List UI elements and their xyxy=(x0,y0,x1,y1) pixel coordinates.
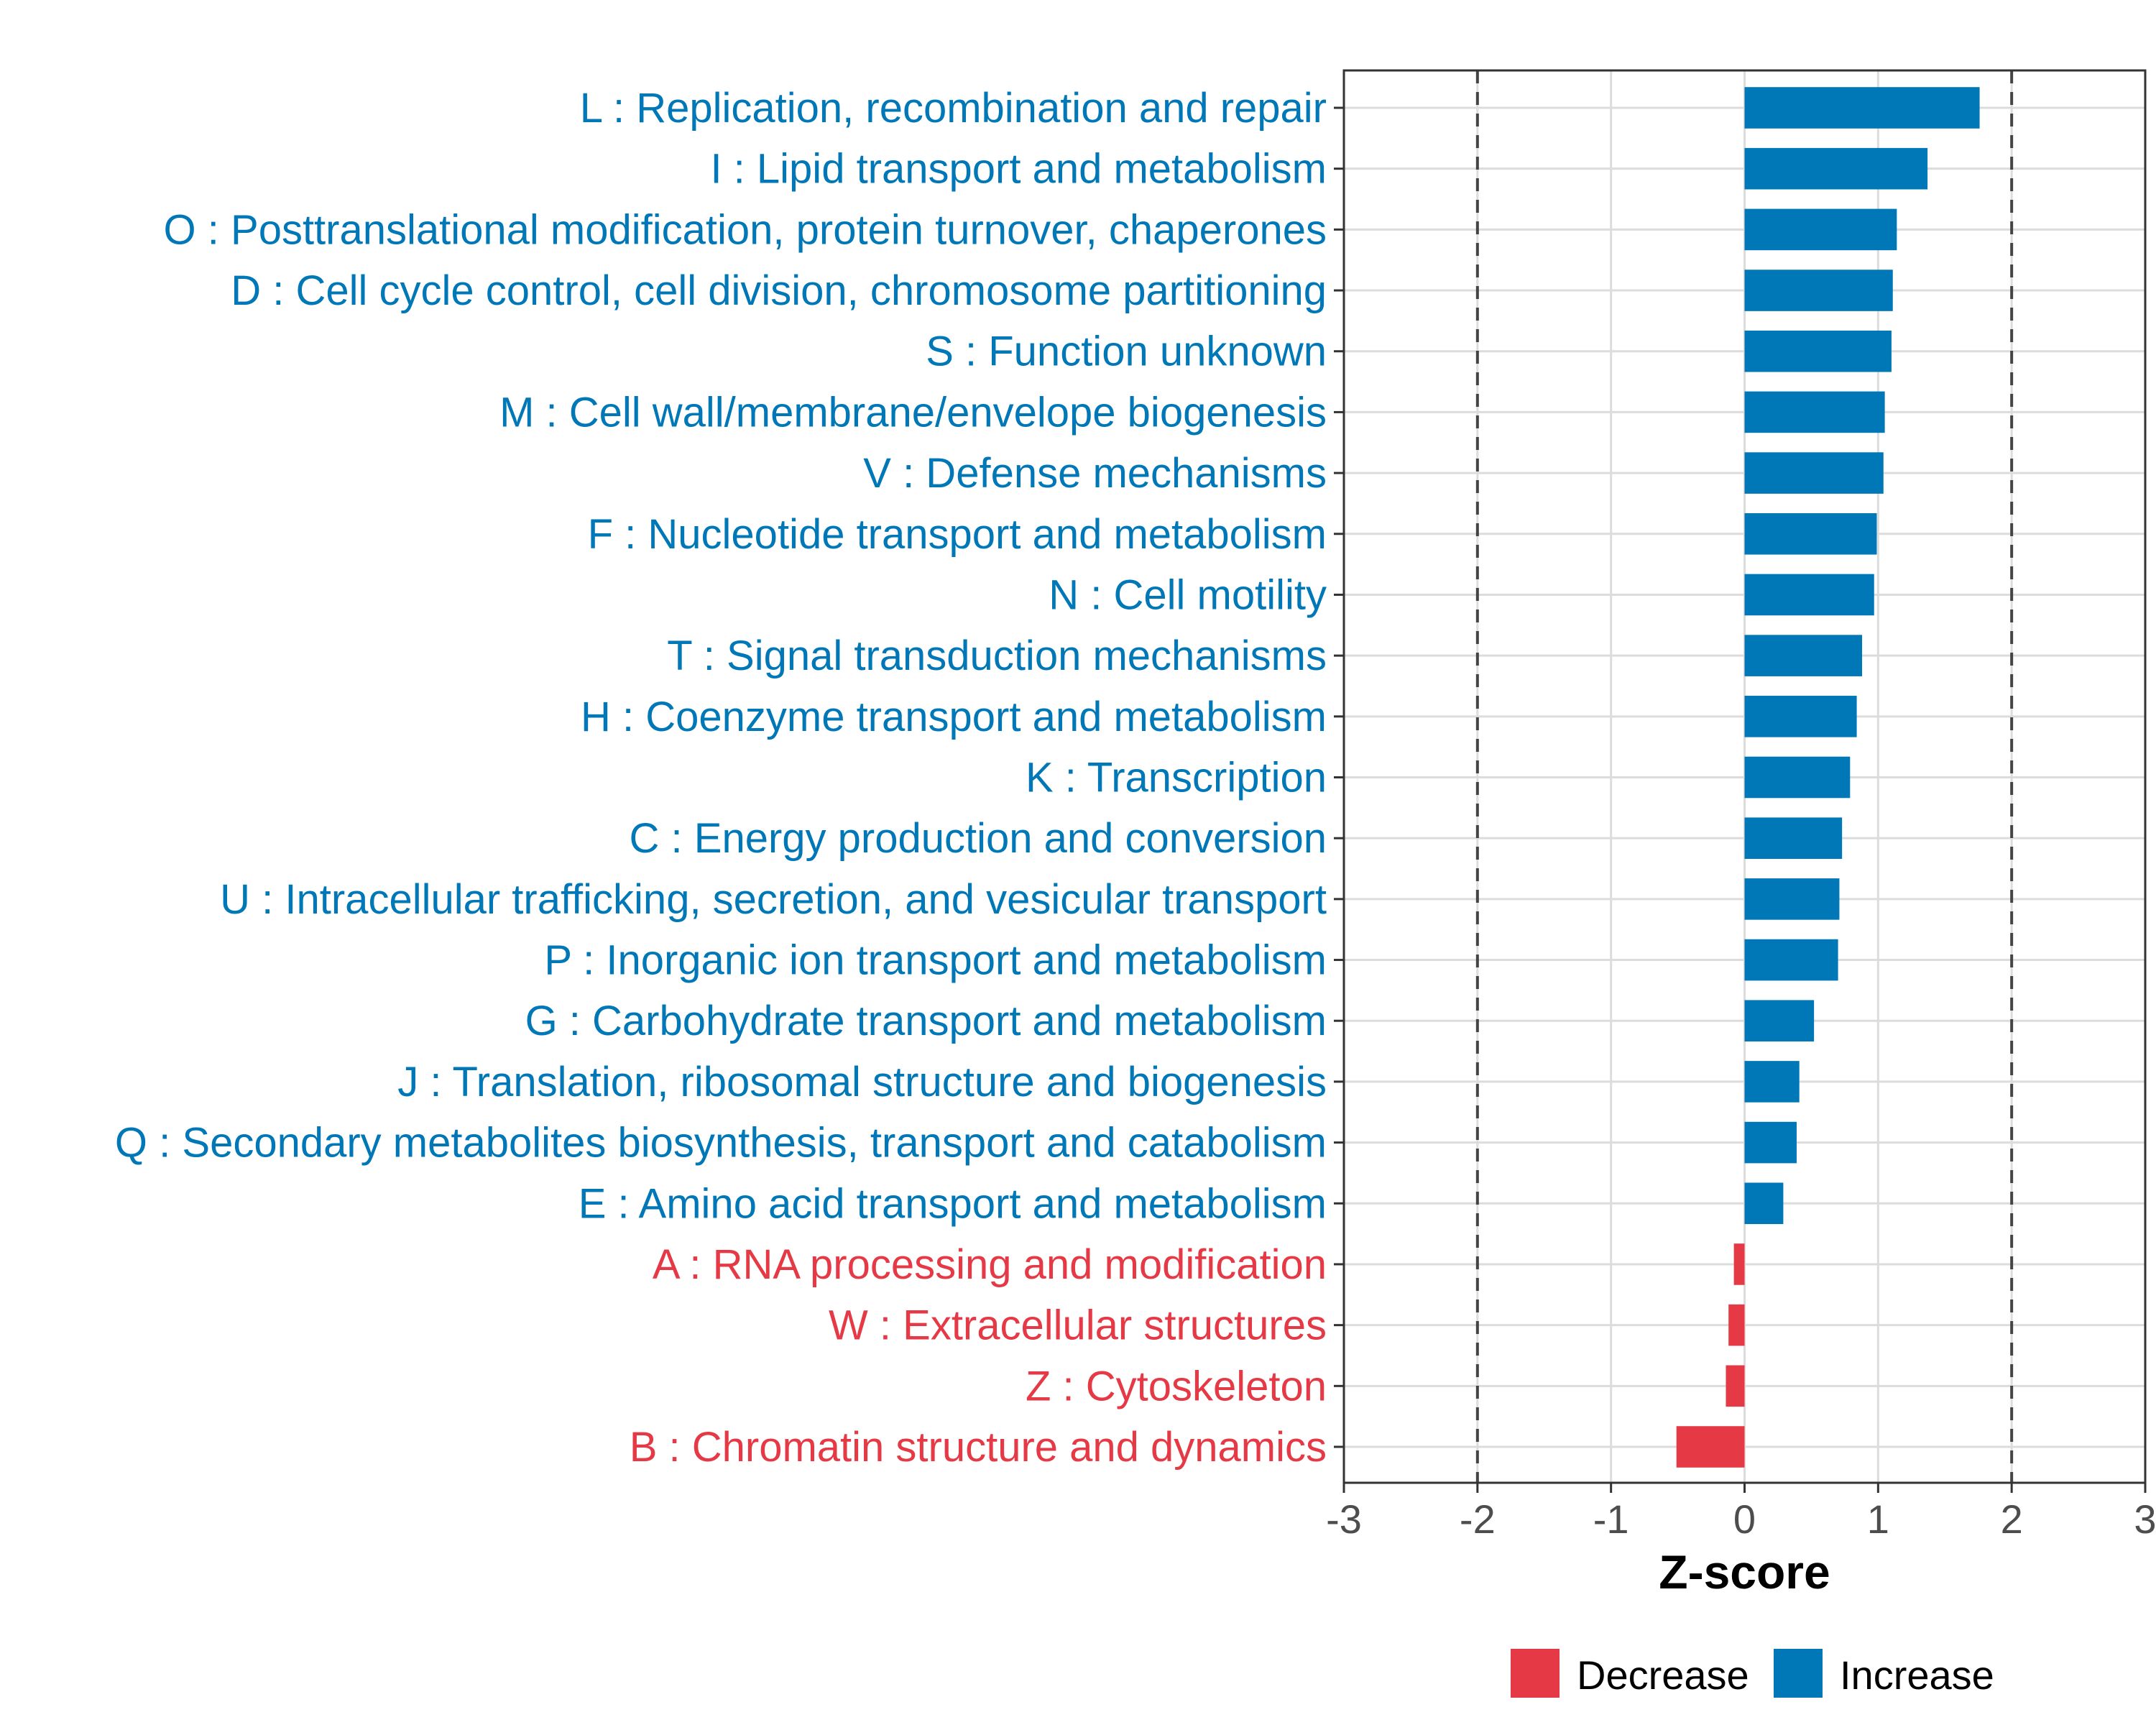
bar xyxy=(1744,878,1840,920)
bar xyxy=(1744,574,1874,616)
bar xyxy=(1733,1243,1745,1285)
bar xyxy=(1744,512,1877,555)
x-tick-label: 1 xyxy=(1867,1496,1889,1542)
legend-swatch-increase xyxy=(1774,1649,1823,1698)
bar xyxy=(1744,391,1885,433)
x-tick-label: 0 xyxy=(1733,1496,1756,1542)
x-axis: -3 -2 -1 0 1 2 3 xyxy=(1326,1483,2156,1542)
bar xyxy=(1726,1365,1745,1407)
bar xyxy=(1728,1304,1745,1346)
legend-label-decrease: Decrease xyxy=(1577,1652,1749,1698)
category-label: V : Defense mechanisms xyxy=(863,450,1327,497)
bar xyxy=(1744,1000,1815,1042)
category-label: W : Extracellular structures xyxy=(829,1302,1327,1349)
category-label: E : Amino acid transport and metabolism xyxy=(579,1180,1327,1227)
x-tick-label: -1 xyxy=(1593,1496,1629,1542)
bar xyxy=(1744,817,1843,859)
category-labels: L : Replication, recombination and repai… xyxy=(115,85,1344,1471)
category-label: N : Cell motility xyxy=(1049,571,1327,618)
category-label: J : Translation, ribosomal structure and… xyxy=(397,1059,1327,1105)
bar-layer xyxy=(1676,87,1980,1468)
bar xyxy=(1744,87,1980,129)
category-label: O : Posttranslational modification, prot… xyxy=(164,206,1327,253)
bar xyxy=(1744,1121,1797,1164)
x-tick-label: 3 xyxy=(2134,1496,2156,1542)
bar xyxy=(1744,208,1897,251)
bar xyxy=(1744,1061,1800,1103)
bar xyxy=(1676,1426,1745,1468)
category-label: G : Carbohydrate transport and metabolis… xyxy=(525,998,1327,1044)
category-label: B : Chromatin structure and dynamics xyxy=(630,1424,1327,1471)
category-label: H : Coenzyme transport and metabolism xyxy=(581,694,1327,740)
legend-label-increase: Increase xyxy=(1840,1652,1994,1698)
category-label: M : Cell wall/membrane/envelope biogenes… xyxy=(499,389,1327,436)
bar xyxy=(1744,270,1893,311)
legend: Decrease Increase xyxy=(1511,1649,1994,1698)
bar xyxy=(1744,939,1838,981)
x-tick-label: -3 xyxy=(1326,1496,1362,1542)
x-tick-label: -2 xyxy=(1460,1496,1496,1542)
bar xyxy=(1744,1182,1784,1225)
threshold-lines xyxy=(1475,70,2014,1483)
category-label: S : Function unknown xyxy=(926,328,1327,375)
category-label: D : Cell cycle control, cell division, c… xyxy=(231,267,1327,314)
category-label: K : Transcription xyxy=(1026,755,1327,801)
bar xyxy=(1744,452,1884,494)
category-label: Q : Secondary metabolites biosynthesis, … xyxy=(115,1120,1327,1167)
bar xyxy=(1744,147,1928,190)
bar xyxy=(1744,330,1892,372)
category-label: Z : Cytoskeleton xyxy=(1026,1363,1327,1409)
x-tick-label: 2 xyxy=(2001,1496,2023,1542)
category-label: C : Energy production and conversion xyxy=(630,815,1327,862)
legend-swatch-decrease xyxy=(1511,1649,1560,1698)
bar xyxy=(1744,635,1863,676)
bar xyxy=(1744,756,1851,799)
category-label: T : Signal transduction mechanisms xyxy=(667,632,1327,679)
category-label: U : Intracellular trafficking, secretion… xyxy=(220,876,1327,923)
category-label: P : Inorganic ion transport and metaboli… xyxy=(544,937,1327,984)
bar xyxy=(1744,696,1857,737)
x-axis-title: Z-score xyxy=(1659,1545,1830,1598)
category-label: A : RNA processing and modification xyxy=(653,1241,1327,1288)
category-label: F : Nucleotide transport and metabolism xyxy=(588,511,1327,558)
category-label: I : Lipid transport and metabolism xyxy=(710,146,1327,193)
category-label: L : Replication, recombination and repai… xyxy=(580,85,1327,132)
